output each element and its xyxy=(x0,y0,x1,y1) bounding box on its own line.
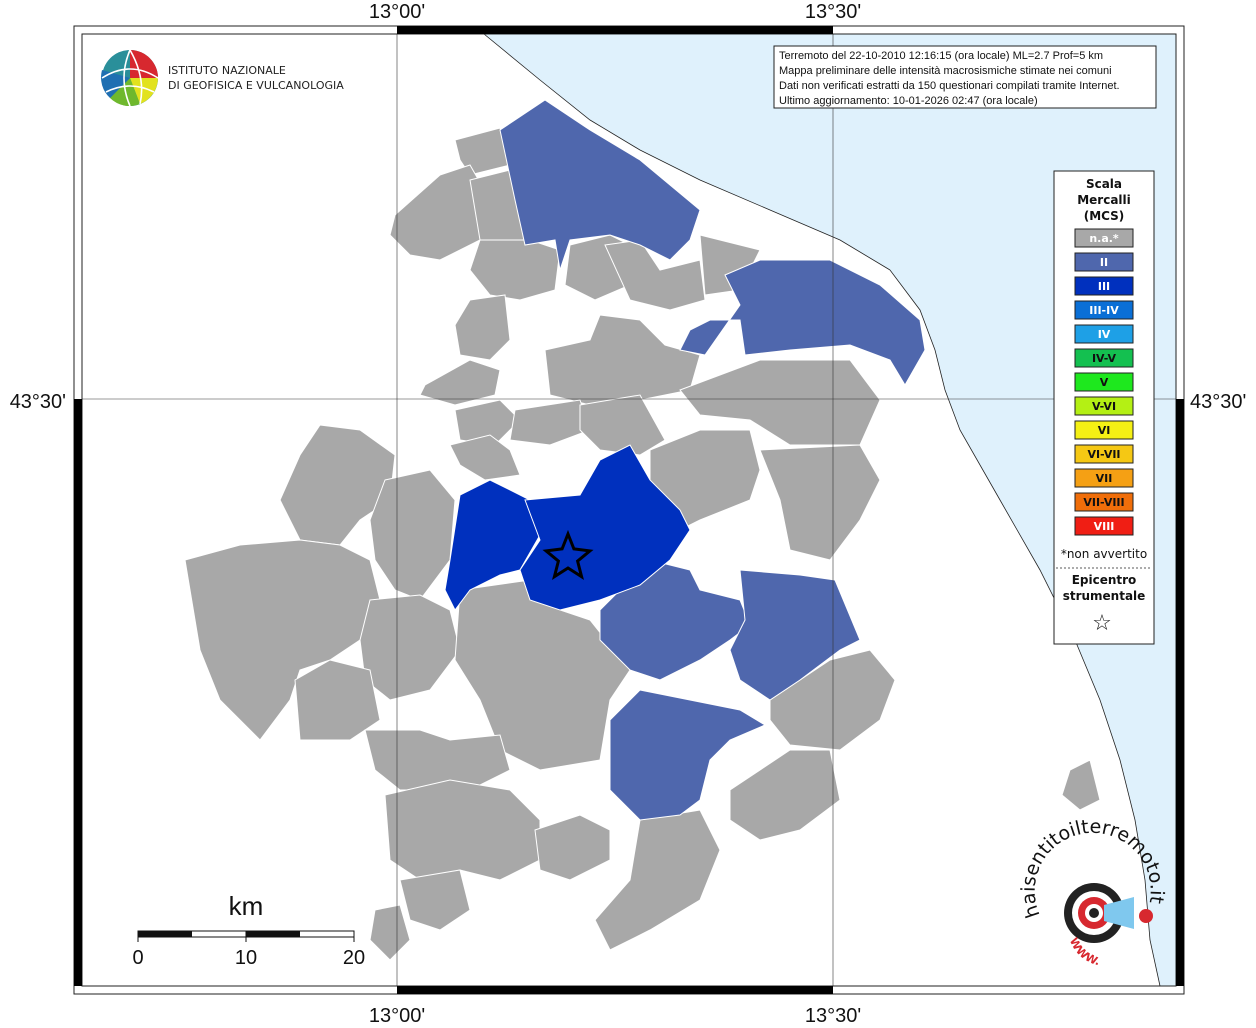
graticule xyxy=(82,34,1176,986)
municipality xyxy=(499,99,701,271)
ingv-logo: ISTITUTO NAZIONALE DI GEOFISICA E VULCAN… xyxy=(100,49,344,107)
legend-swatch xyxy=(1074,492,1134,512)
legend-title-line3: (MCS) xyxy=(1084,209,1125,223)
municipality xyxy=(579,394,666,456)
legend-swatch xyxy=(1074,372,1134,392)
legend-swatch xyxy=(1074,252,1134,272)
info-line-data: Dati non verificati estratti da 150 ques… xyxy=(779,80,1120,92)
municipalities-grade-iii xyxy=(444,444,691,611)
megaphone-icon xyxy=(1104,897,1134,929)
epicenter-star xyxy=(542,529,594,581)
lat-label-right: 43°30' xyxy=(1190,391,1246,413)
lon-label-top-left: 13°00' xyxy=(369,1,425,23)
municipality xyxy=(729,569,861,701)
map-frame xyxy=(73,25,1185,995)
legend-note: *non avvertito xyxy=(1061,547,1147,561)
legend-swatch xyxy=(1074,276,1134,296)
legend-swatch xyxy=(1074,468,1134,488)
info-line-updated: Ultimo aggiornamento: 10-01-2026 02:47 (… xyxy=(779,95,1038,107)
info-box: Terremoto del 22-10-2010 12:16:15 (ora l… xyxy=(773,45,1157,109)
legend-swatch xyxy=(1074,420,1134,440)
municipality xyxy=(759,444,881,561)
municipality xyxy=(454,127,511,176)
municipality xyxy=(294,659,381,741)
legend-label: VII-VIII xyxy=(1083,496,1124,509)
municipality xyxy=(454,294,511,361)
legend-label: V xyxy=(1100,376,1109,389)
lon-label-top-right: 13°30' xyxy=(805,1,861,23)
municipality xyxy=(679,259,926,386)
legend-label: IV-V xyxy=(1092,352,1117,365)
municipality xyxy=(454,399,521,446)
legend-label: n.a.* xyxy=(1089,232,1119,245)
municipality xyxy=(184,539,381,741)
info-line-map: Mappa preliminare delle intensità macros… xyxy=(779,65,1112,77)
legend-items: n.a.*IIIIIIII-IVIVIV-VVV-VIVIVI-VIIVIIVI… xyxy=(1074,228,1134,536)
lon-label-bottom-left: 13°00' xyxy=(369,1005,425,1024)
legend-swatch xyxy=(1074,324,1134,344)
legend-swatch xyxy=(1074,348,1134,368)
legend-swatch xyxy=(1074,300,1134,320)
municipality xyxy=(384,779,541,881)
municipality xyxy=(369,904,411,961)
legend: Scala Mercalli (MCS) n.a.*IIIIIIII-IVIVI… xyxy=(1053,170,1155,645)
legend-swatch xyxy=(1074,396,1134,416)
legend-label: IV xyxy=(1098,328,1111,341)
municipality xyxy=(519,444,691,611)
municipality xyxy=(769,649,896,751)
legend-label: V-VI xyxy=(1092,400,1116,413)
legend-label: III xyxy=(1098,280,1110,293)
scale-tick-20: 20 xyxy=(343,947,365,969)
scale-bar: km 0 10 20 xyxy=(132,891,365,969)
legend-label: VI-VII xyxy=(1087,448,1120,461)
legend-title-line2: Mercalli xyxy=(1077,193,1131,207)
municipality xyxy=(509,399,591,446)
municipality xyxy=(729,749,841,841)
scale-unit: km xyxy=(229,891,264,921)
scale-tick-0: 0 xyxy=(132,947,143,969)
legend-label: VI xyxy=(1098,424,1111,437)
municipality xyxy=(399,869,471,931)
logo-text-line2: DI GEOFISICA E VULCANOLOGIA xyxy=(168,79,344,92)
legend-label: VII xyxy=(1096,472,1113,485)
legend-epicenter-line2: strumentale xyxy=(1063,589,1146,603)
question-badge-icon xyxy=(1139,909,1153,923)
municipality xyxy=(364,729,511,791)
legend-label: II xyxy=(1100,256,1108,269)
legend-epicenter-line1: Epicentro xyxy=(1072,573,1137,587)
info-line-event: Terremoto del 22-10-2010 12:16:15 (ora l… xyxy=(779,50,1103,62)
legend-title-line1: Scala xyxy=(1086,177,1122,191)
legend-swatch xyxy=(1074,444,1134,464)
municipality xyxy=(359,594,461,701)
legend-star-icon: ☆ xyxy=(1092,611,1112,636)
coastline xyxy=(483,33,1161,987)
municipality xyxy=(449,434,521,481)
legend-swatch xyxy=(1074,516,1134,536)
legend-label: III-IV xyxy=(1089,304,1119,317)
municipalities-not-felt xyxy=(184,127,1101,961)
legend-swatch xyxy=(1074,228,1134,248)
lon-label-bottom-right: 13°30' xyxy=(805,1005,861,1024)
scale-tick-10: 10 xyxy=(235,947,257,969)
municipalities-grade-ii xyxy=(499,99,926,821)
municipality xyxy=(419,359,501,406)
lat-label-left: 43°30' xyxy=(10,391,66,413)
sea-area xyxy=(484,34,1176,986)
logo-text-line1: ISTITUTO NAZIONALE xyxy=(168,64,286,77)
municipality xyxy=(534,814,611,881)
municipality xyxy=(594,809,721,951)
municipality xyxy=(444,479,541,611)
municipality xyxy=(609,689,767,821)
legend-label: VIII xyxy=(1094,520,1115,533)
municipality xyxy=(1061,759,1101,811)
